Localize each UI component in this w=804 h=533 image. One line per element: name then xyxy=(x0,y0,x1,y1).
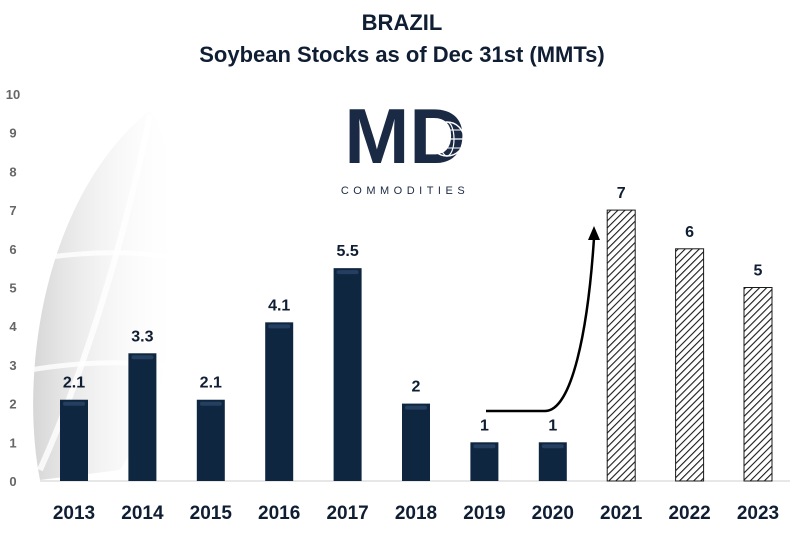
bar-2020 xyxy=(538,442,567,481)
y-tick-label: 10 xyxy=(6,87,20,102)
bar-highlight xyxy=(131,355,154,360)
bar-2016 xyxy=(265,322,294,481)
data-label: 6 xyxy=(685,224,694,241)
background-globe xyxy=(29,110,191,480)
x-tick-label: 2020 xyxy=(532,503,574,524)
y-tick-label: 9 xyxy=(9,126,16,141)
data-label: 7 xyxy=(617,185,626,202)
bar-highlight xyxy=(268,324,291,329)
y-tick-label: 6 xyxy=(9,242,16,257)
y-tick-label: 1 xyxy=(9,435,16,450)
data-label: 2.1 xyxy=(200,375,222,392)
data-label: 3.3 xyxy=(131,328,153,345)
y-tick-label: 5 xyxy=(9,281,16,296)
bar-2015 xyxy=(196,399,225,481)
bar-highlight xyxy=(541,444,564,449)
y-tick-label: 4 xyxy=(9,319,17,334)
bar-2022 xyxy=(675,248,705,482)
data-label: 1 xyxy=(480,417,489,434)
bar-highlight xyxy=(199,401,222,406)
chart-title: BRAZIL xyxy=(361,10,443,35)
globe-icon xyxy=(429,121,465,157)
md-commodities-logo: MD COMMODITIES xyxy=(341,92,469,197)
bar-2013 xyxy=(60,399,88,481)
x-tick-label: 2016 xyxy=(258,503,300,524)
data-label: 4.1 xyxy=(268,297,290,314)
y-tick-label: 8 xyxy=(9,164,16,179)
x-tick-label: 2019 xyxy=(463,503,505,524)
data-label: 5.5 xyxy=(336,243,358,260)
x-tick-label: 2014 xyxy=(121,503,164,524)
bar-2014 xyxy=(128,353,157,481)
logo-letters: MD xyxy=(344,92,465,180)
data-label: 2.1 xyxy=(63,375,85,392)
x-tick-label: 2018 xyxy=(395,503,437,524)
data-label: 2 xyxy=(412,379,421,396)
bar-highlight xyxy=(405,405,427,410)
y-tick-label: 2 xyxy=(9,397,16,412)
x-tick-label: 2015 xyxy=(190,503,233,524)
bar-2019 xyxy=(470,442,499,481)
bar-2023 xyxy=(743,287,773,482)
bar-highlight xyxy=(473,444,496,449)
bar-2021 xyxy=(606,209,636,482)
y-tick-label: 7 xyxy=(9,203,16,218)
x-tick-label: 2021 xyxy=(600,503,643,524)
bar-highlight xyxy=(63,401,85,406)
y-tick-label: 0 xyxy=(9,474,16,489)
growth-arrow xyxy=(486,226,600,413)
bar-highlight xyxy=(336,270,359,275)
y-tick-label: 3 xyxy=(9,358,16,373)
chart-subtitle: Soybean Stocks as of Dec 31st (MMTs) xyxy=(199,42,605,67)
data-label: 1 xyxy=(548,417,557,434)
x-tick-label: 2022 xyxy=(668,503,710,524)
bar-2017 xyxy=(333,268,362,481)
x-tick-label: 2013 xyxy=(53,503,95,524)
x-tick-label: 2023 xyxy=(737,503,779,524)
logo-tagline: COMMODITIES xyxy=(341,185,469,197)
data-label: 5 xyxy=(754,263,763,280)
bar-2018 xyxy=(402,403,430,481)
x-tick-label: 2017 xyxy=(326,503,368,524)
